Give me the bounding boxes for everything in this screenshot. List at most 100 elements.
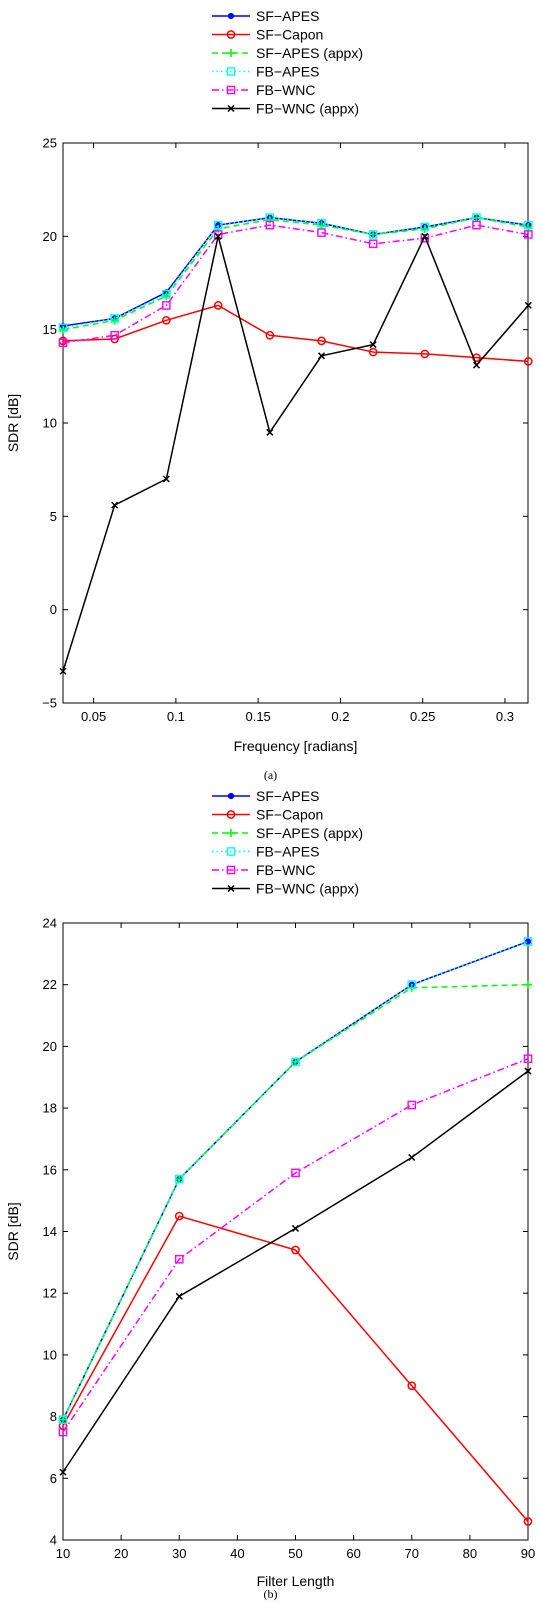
data-point xyxy=(161,315,171,325)
data-point xyxy=(291,1245,300,1255)
data-point xyxy=(110,330,119,340)
data-point xyxy=(368,239,378,249)
legend-label: SF−APES xyxy=(256,8,319,24)
data-point xyxy=(524,230,533,239)
data-point xyxy=(174,1254,184,1264)
y-tick-label: 10 xyxy=(43,1347,57,1362)
data-point xyxy=(420,222,430,232)
x-tick-label: 20 xyxy=(114,1546,128,1561)
data-point xyxy=(110,316,119,325)
x-tick-label: 0.2 xyxy=(331,709,349,724)
legend-entry: SF−APES (appx) xyxy=(212,45,363,61)
x-tick-label: 40 xyxy=(230,1546,244,1561)
legend-entry: FB−WNC xyxy=(212,82,316,98)
data-point xyxy=(524,980,532,989)
data-point xyxy=(368,230,378,239)
legend-entry: SF−APES xyxy=(212,8,319,24)
legend-entry: FB−WNC xyxy=(212,862,316,878)
y-tick-label: 20 xyxy=(43,229,57,244)
data-point xyxy=(523,1517,533,1526)
legend-entry: FB−APES xyxy=(212,844,319,860)
data-point xyxy=(59,667,67,675)
series-3 xyxy=(59,213,533,334)
data-point xyxy=(524,220,533,230)
y-tick-label: −5 xyxy=(42,696,57,711)
series-line xyxy=(62,1058,529,1433)
data-point xyxy=(265,220,275,230)
chart-1: SF−APES SF−Capon SF−APES (appx) FB−APES FB−W… xyxy=(5,8,533,782)
legend-marker xyxy=(227,104,235,113)
data-point xyxy=(162,292,171,301)
legend-marker xyxy=(227,49,235,57)
data-point xyxy=(291,1057,300,1067)
legend-label: FB−APES xyxy=(256,844,319,860)
legend-marker xyxy=(226,810,236,819)
data-point xyxy=(368,347,378,357)
y-tick-label: 5 xyxy=(50,509,57,524)
legend-marker xyxy=(226,67,236,76)
x-tick-label: 0.3 xyxy=(496,709,514,724)
y-tick-label: 15 xyxy=(43,322,57,337)
data-point xyxy=(213,220,223,230)
data-point xyxy=(111,501,119,509)
data-point xyxy=(407,980,417,989)
legend-marker xyxy=(227,884,235,893)
data-point xyxy=(175,1292,183,1300)
y-tick-label: 8 xyxy=(50,1409,57,1424)
legend-label: FB−WNC xyxy=(256,82,316,98)
series-line xyxy=(62,235,529,672)
y-tick-label: 20 xyxy=(43,1039,57,1054)
y-tick-label: 22 xyxy=(43,977,57,992)
data-point xyxy=(59,1468,67,1476)
figure-caption: (a) xyxy=(264,768,277,782)
x-tick-label: 80 xyxy=(463,1546,477,1561)
legend-entry: FB−WNC (appx) xyxy=(212,101,359,117)
data-point xyxy=(174,1174,184,1184)
data-point xyxy=(407,1100,417,1110)
data-point xyxy=(175,1175,184,1184)
data-point xyxy=(291,1168,300,1178)
legend-entry: SF−APES xyxy=(212,788,319,804)
data-point xyxy=(59,325,67,334)
data-point xyxy=(174,1211,184,1221)
data-point xyxy=(265,330,275,340)
series-6 xyxy=(59,1067,532,1476)
legend-marker xyxy=(227,792,235,800)
data-point xyxy=(420,224,429,233)
legend-marker xyxy=(227,829,235,837)
figure-caption: (b) xyxy=(264,1587,278,1601)
data-point xyxy=(524,301,532,309)
x-axis-label: Filter Length xyxy=(257,1573,335,1589)
data-point xyxy=(266,428,274,436)
y-tick-label: 18 xyxy=(43,1101,57,1116)
y-tick-label: 14 xyxy=(43,1224,57,1239)
data-point xyxy=(317,352,326,360)
data-point xyxy=(523,937,533,946)
plot-area xyxy=(62,922,529,1541)
legend-label: FB−APES xyxy=(256,64,319,80)
data-point xyxy=(472,361,481,369)
legend-marker xyxy=(226,865,236,875)
series-6 xyxy=(59,232,532,675)
legend-marker xyxy=(227,12,235,20)
data-point xyxy=(420,349,430,359)
legend-label: FB−WNC (appx) xyxy=(256,101,359,117)
data-point xyxy=(317,221,326,230)
series-5 xyxy=(58,1054,533,1437)
series-4 xyxy=(58,937,533,1424)
y-tick-label: 25 xyxy=(43,136,57,151)
legend-label: SF−APES (appx) xyxy=(256,45,363,61)
x-tick-label: 0.15 xyxy=(245,709,270,724)
y-tick-label: 10 xyxy=(43,416,57,431)
data-point xyxy=(58,338,68,348)
series-2 xyxy=(58,301,533,366)
y-axis-label: SDR [dB] xyxy=(5,1202,21,1260)
plot-area xyxy=(62,142,529,704)
x-tick-label: 70 xyxy=(405,1546,419,1561)
x-tick-label: 60 xyxy=(346,1546,360,1561)
legend-marker xyxy=(226,847,236,856)
x-tick-label: 0.25 xyxy=(410,709,435,724)
x-axis-label: Frequency [radians] xyxy=(234,738,358,754)
series-line xyxy=(62,1215,529,1522)
